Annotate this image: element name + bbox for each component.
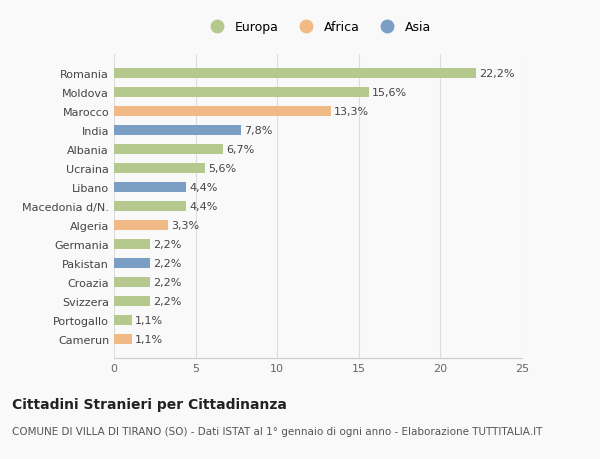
Text: 1,1%: 1,1%	[135, 315, 163, 325]
Text: 7,8%: 7,8%	[245, 126, 273, 136]
Bar	[114, 126, 241, 136]
Legend: Europa, Africa, Asia: Europa, Africa, Asia	[200, 16, 436, 39]
Text: 2,2%: 2,2%	[153, 296, 182, 306]
Text: 5,6%: 5,6%	[209, 164, 237, 174]
Bar	[114, 334, 132, 344]
Text: 15,6%: 15,6%	[372, 88, 407, 98]
Text: COMUNE DI VILLA DI TIRANO (SO) - Dati ISTAT al 1° gennaio di ogni anno - Elabora: COMUNE DI VILLA DI TIRANO (SO) - Dati IS…	[12, 426, 542, 436]
Text: 13,3%: 13,3%	[334, 107, 370, 117]
Text: 6,7%: 6,7%	[227, 145, 255, 155]
Bar	[114, 296, 150, 307]
Bar	[114, 88, 368, 98]
Text: 2,2%: 2,2%	[153, 258, 182, 269]
Bar	[114, 277, 150, 287]
Bar	[114, 239, 150, 250]
Text: Cittadini Stranieri per Cittadinanza: Cittadini Stranieri per Cittadinanza	[12, 397, 287, 411]
Text: 4,4%: 4,4%	[189, 202, 217, 212]
Text: 2,2%: 2,2%	[153, 277, 182, 287]
Text: 2,2%: 2,2%	[153, 240, 182, 249]
Bar	[114, 258, 150, 269]
Text: 22,2%: 22,2%	[479, 69, 515, 79]
Bar	[114, 145, 223, 155]
Bar	[114, 315, 132, 325]
Bar	[114, 182, 186, 193]
Text: 1,1%: 1,1%	[135, 334, 163, 344]
Text: 3,3%: 3,3%	[171, 220, 199, 230]
Bar	[114, 163, 205, 174]
Bar	[114, 220, 168, 231]
Bar	[114, 202, 186, 212]
Bar	[114, 69, 476, 79]
Bar	[114, 106, 331, 117]
Text: 4,4%: 4,4%	[189, 183, 217, 193]
